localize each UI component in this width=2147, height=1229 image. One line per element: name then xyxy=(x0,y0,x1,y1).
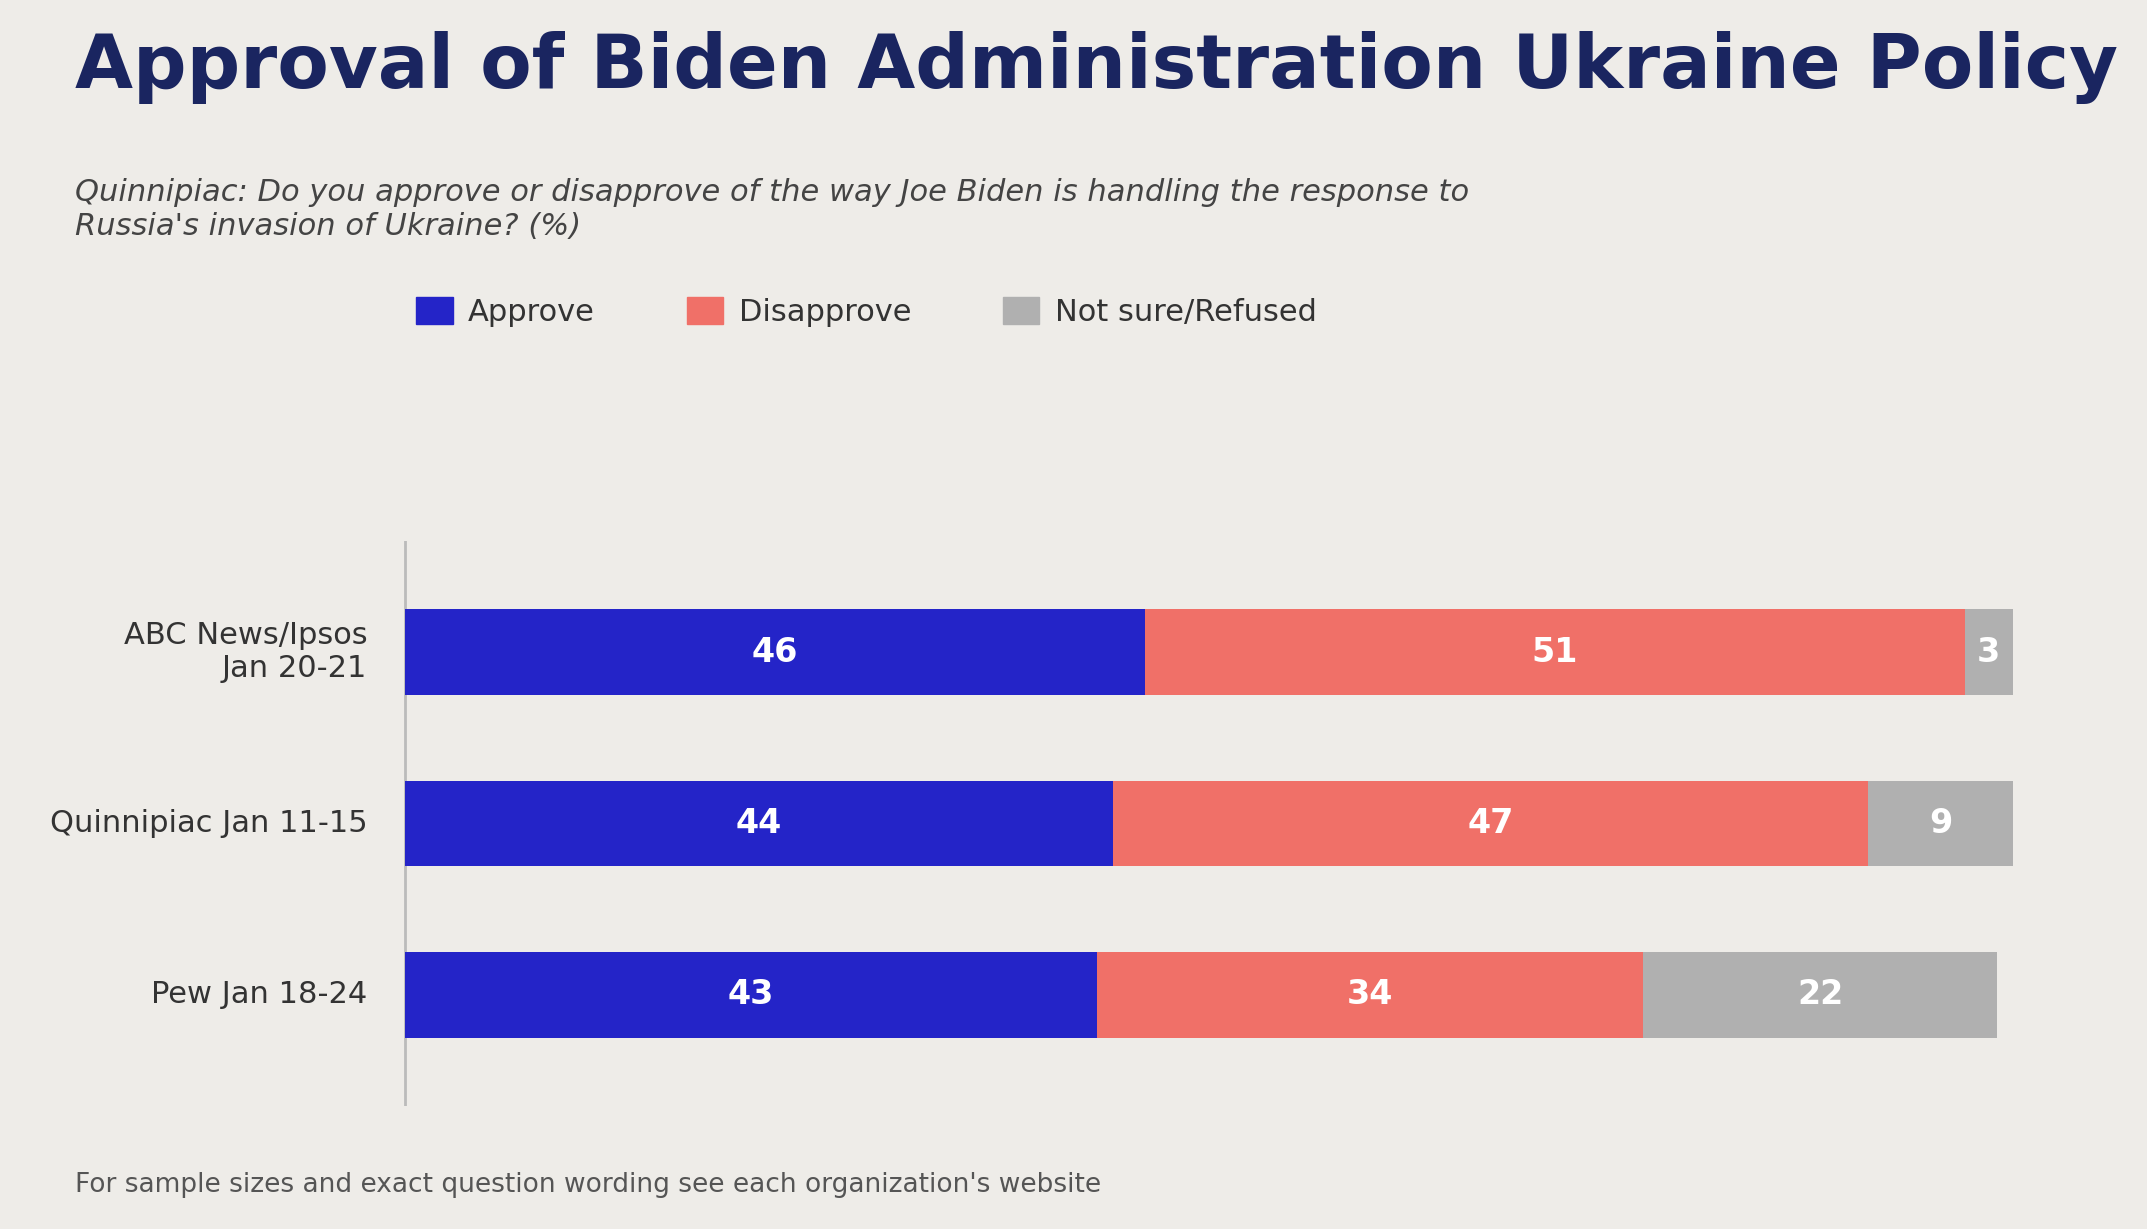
Bar xyxy=(1097,952,1642,1037)
Text: 9: 9 xyxy=(1928,807,1952,839)
Bar xyxy=(1144,610,1965,694)
Text: 46: 46 xyxy=(751,635,799,669)
Bar xyxy=(1112,780,1868,866)
Bar xyxy=(406,952,1097,1037)
Text: For sample sizes and exact question wording see each organization's website: For sample sizes and exact question word… xyxy=(75,1172,1101,1198)
Bar xyxy=(1965,610,2014,694)
Text: Quinnipiac: Do you approve or disapprove of the way Joe Biden is handling the re: Quinnipiac: Do you approve or disapprove… xyxy=(75,178,1469,241)
Legend: Approve, Disapprove, Not sure/Refused: Approve, Disapprove, Not sure/Refused xyxy=(404,285,1329,339)
Bar xyxy=(406,780,1112,866)
Bar xyxy=(406,610,1144,694)
Text: Approval of Biden Administration Ukraine Policy: Approval of Biden Administration Ukraine… xyxy=(75,31,2119,103)
Text: 43: 43 xyxy=(728,978,775,1011)
Text: 3: 3 xyxy=(1977,635,2001,669)
Text: 22: 22 xyxy=(1797,978,1842,1011)
Bar xyxy=(1868,780,2014,866)
Text: 44: 44 xyxy=(736,807,782,839)
Text: 34: 34 xyxy=(1346,978,1393,1011)
Text: 47: 47 xyxy=(1466,807,1514,839)
Bar xyxy=(1642,952,1997,1037)
Text: 51: 51 xyxy=(1531,635,1578,669)
